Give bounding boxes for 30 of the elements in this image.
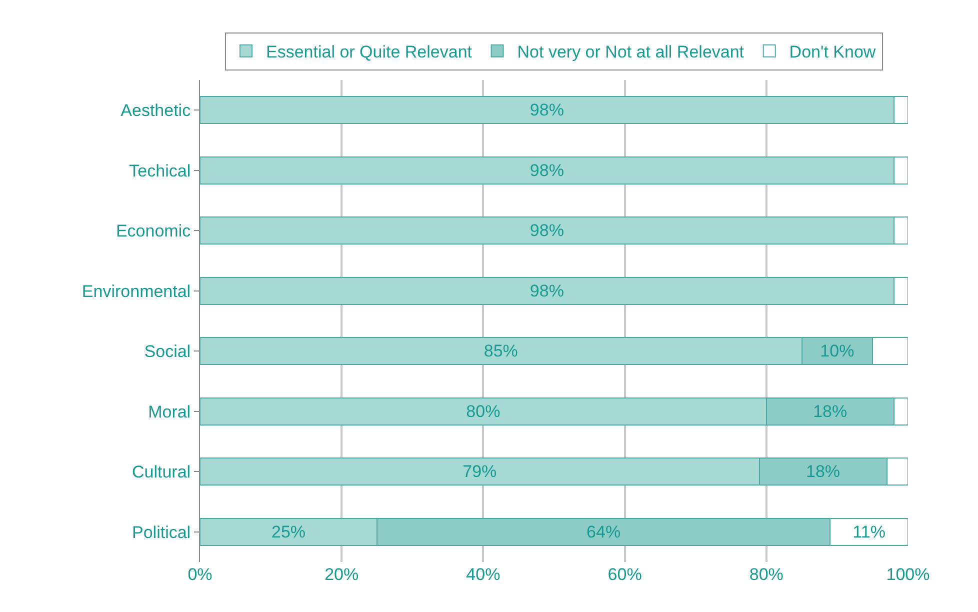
y-tick-label: Moral [148, 402, 191, 422]
data-label: 98% [530, 281, 564, 300]
data-label: 85% [484, 342, 518, 361]
legend-label: Don't Know [789, 42, 876, 62]
y-tick-label: Economic [116, 222, 192, 241]
y-tick-label: Political [132, 522, 191, 542]
legend-label: Essential or Quite Relevant [266, 42, 472, 62]
x-tick-label: 40% [466, 565, 500, 584]
y-tick-label: Social [144, 342, 191, 362]
x-tick-label: 60% [608, 565, 642, 584]
data-label: 11% [852, 522, 886, 542]
data-label: 80% [466, 402, 500, 421]
y-tick-label: Environmental [82, 282, 191, 301]
x-tick-label: 0% [188, 565, 212, 584]
y-tick-label: Cultural [132, 462, 191, 482]
y-tick-label: Aesthetic [120, 101, 192, 120]
x-tick-label: 20% [324, 565, 359, 584]
x-tick-label: 80% [749, 565, 784, 584]
data-label: 98% [530, 100, 564, 120]
data-label: 79% [462, 462, 497, 482]
data-label: 98% [530, 160, 564, 180]
data-label: 18% [806, 462, 840, 482]
legend-label: Not very or Not at all Relevant [517, 42, 744, 62]
data-label: 18% [813, 402, 848, 421]
data-label: 98% [530, 221, 564, 240]
data-label: 10% [820, 342, 854, 361]
x-tick-label: 100% [886, 565, 930, 584]
data-label: 25% [271, 522, 306, 542]
y-tick-label: Techical [129, 161, 191, 180]
data-label: 64% [586, 522, 621, 542]
